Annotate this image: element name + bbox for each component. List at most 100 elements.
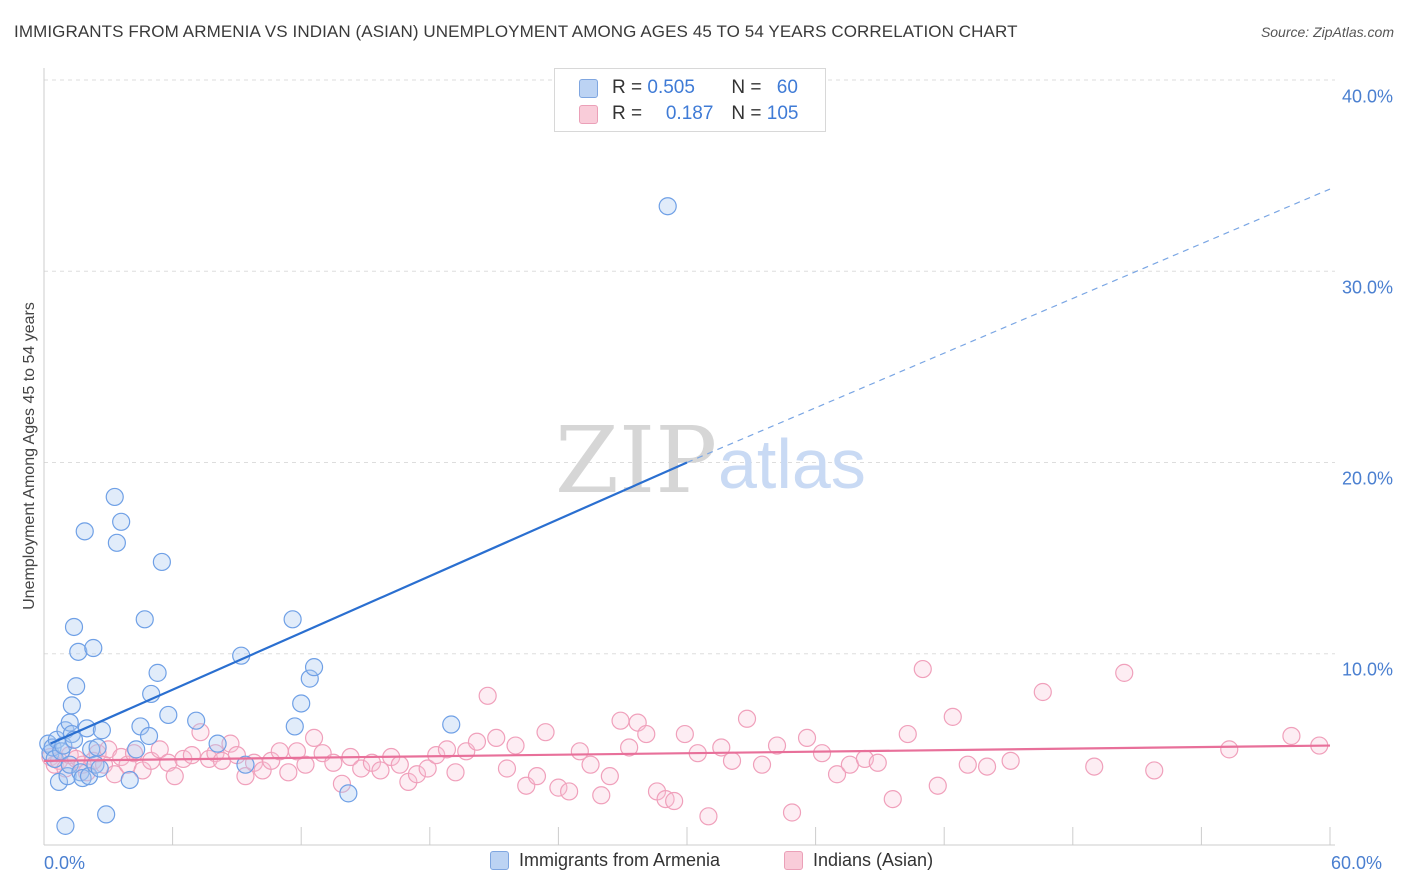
- data-point: [446, 763, 465, 782]
- data-point: [390, 755, 409, 774]
- data-point: [371, 761, 390, 780]
- source-label: Source: ZipAtlas.com: [1260, 24, 1394, 40]
- legend-n-value: 105: [766, 103, 799, 124]
- watermark-zip: ZIP: [555, 407, 717, 514]
- data-point: [407, 765, 427, 784]
- y-tick-label: 40.0%: [1341, 86, 1393, 107]
- data-point: [620, 738, 639, 757]
- data-point: [67, 677, 86, 696]
- legend-swatch-blue: [579, 78, 598, 98]
- data-point: [442, 715, 461, 734]
- data-point: [148, 663, 167, 682]
- data-point: [236, 755, 255, 774]
- bottom-legend-label: Immigrants from Armenia: [519, 850, 721, 870]
- legend-r-label: R =: [612, 77, 643, 98]
- data-point: [285, 717, 304, 736]
- bottom-legend-armenia: Immigrants from Armenia: [490, 850, 720, 871]
- data-point: [287, 742, 307, 761]
- data-point: [827, 765, 847, 784]
- trend-line-armenia: [49, 461, 688, 745]
- data-point: [467, 732, 487, 751]
- data-point: [112, 512, 131, 531]
- data-point: [150, 740, 169, 759]
- data-point: [536, 723, 555, 742]
- data-point: [883, 789, 902, 809]
- data-point: [560, 782, 579, 801]
- data-point: [304, 728, 324, 748]
- data-point: [913, 659, 932, 679]
- data-point: [658, 197, 677, 216]
- data-point: [1085, 757, 1104, 776]
- data-point: [1001, 751, 1020, 770]
- chart-title: IMMIGRANTS FROM ARMENIA VS INDIAN (ASIAN…: [14, 22, 1018, 41]
- data-point: [581, 755, 600, 774]
- series-indians-asian: [41, 659, 1329, 826]
- data-point: [592, 786, 611, 805]
- data-point: [304, 658, 324, 677]
- data-point: [487, 728, 506, 748]
- data-point: [165, 767, 184, 786]
- data-point: [97, 805, 116, 824]
- data-point: [105, 487, 124, 507]
- legend-row-indians: R = 0.187 N = 105: [579, 101, 798, 127]
- legend: R = 0.505 N = 60 R = 0.187 N = 105: [554, 68, 826, 132]
- data-point: [296, 755, 315, 774]
- data-point: [637, 724, 656, 744]
- data-point: [812, 744, 832, 763]
- data-point: [283, 610, 302, 629]
- y-tick-label: 30.0%: [1341, 277, 1393, 298]
- data-point: [62, 696, 81, 715]
- data-point: [56, 816, 75, 835]
- data-point: [339, 784, 358, 803]
- data-point: [182, 746, 201, 765]
- data-point: [1220, 740, 1239, 759]
- legend-r-label: R =: [612, 103, 643, 124]
- bottom-legend-swatch-blue: [490, 851, 509, 870]
- data-point: [64, 617, 84, 637]
- data-point: [497, 759, 517, 778]
- data-point: [90, 759, 109, 778]
- data-point: [506, 736, 525, 755]
- data-point: [127, 740, 146, 759]
- data-point: [107, 533, 126, 552]
- data-point: [120, 770, 139, 790]
- data-point: [437, 740, 457, 759]
- legend-n-label: N =: [731, 103, 762, 124]
- data-point: [737, 709, 757, 728]
- data-point: [139, 726, 159, 746]
- data-point: [722, 751, 742, 770]
- data-point: [191, 723, 210, 742]
- data-point: [868, 753, 887, 772]
- data-point: [1033, 682, 1052, 702]
- data-point: [611, 711, 630, 730]
- data-point: [767, 736, 787, 755]
- data-point: [279, 763, 298, 782]
- data-point: [665, 791, 684, 811]
- trend-line-armenia-extension: [686, 188, 1331, 464]
- data-point: [600, 767, 619, 786]
- data-point: [958, 755, 977, 774]
- data-point: [1115, 663, 1134, 682]
- data-point: [943, 707, 962, 726]
- trend-line-indians: [43, 744, 1331, 762]
- data-point: [782, 803, 802, 822]
- watermark-atlas: atlas: [718, 425, 866, 503]
- data-point: [675, 724, 694, 744]
- x-tick-label-max: 60.0%: [1331, 853, 1383, 873]
- data-point: [300, 669, 319, 688]
- data-point: [292, 694, 311, 713]
- data-point: [152, 552, 171, 572]
- trend-lines: [43, 188, 1331, 762]
- data-point: [1145, 761, 1164, 780]
- y-tick-label: 20.0%: [1341, 468, 1393, 489]
- data-point: [699, 807, 718, 826]
- data-point: [527, 767, 547, 786]
- data-point: [159, 705, 178, 725]
- legend-row-armenia: R = 0.505 N = 60: [579, 75, 798, 101]
- x-tick-label-min: 0.0%: [44, 853, 86, 873]
- data-point: [752, 755, 772, 774]
- data-point: [75, 522, 94, 541]
- data-point: [352, 759, 371, 778]
- data-point: [332, 774, 352, 793]
